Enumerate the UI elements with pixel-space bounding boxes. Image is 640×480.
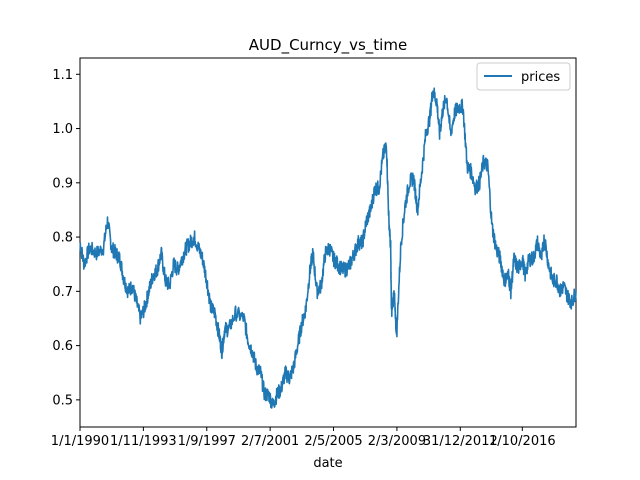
y-tick-label: 0.7 [52, 285, 73, 300]
x-tick-label: 2/5/2005 [304, 434, 362, 449]
x-tick-label: 2/3/2009 [368, 434, 426, 449]
y-tick-label: 0.8 [52, 231, 73, 246]
y-tick-label: 1.0 [52, 122, 73, 137]
x-tick-label: 31/12/2012 [423, 434, 498, 449]
x-tick-label: 1/11/1993 [110, 434, 177, 449]
y-tick-label: 0.5 [52, 393, 73, 408]
chart-title: AUD_Curncy_vs_time [249, 36, 407, 55]
legend-label-prices: prices [521, 70, 560, 85]
x-axis-label: date [313, 456, 342, 471]
prices-series-line [79, 87, 577, 409]
x-tick-label: 1/10/2016 [489, 434, 556, 449]
legend-box [476, 62, 571, 91]
plot-area-frame [79, 57, 577, 428]
x-axis: 1/1/1990 1/11/1993 1/9/1997 2/7/2001 2/5/200… [51, 427, 556, 449]
x-tick-label: 1/1/1990 [51, 434, 109, 449]
legend: prices [476, 62, 571, 91]
y-tick-label: 0.6 [52, 339, 73, 354]
y-tick-label: 0.9 [52, 176, 73, 191]
y-axis: 0.5 0.6 0.7 0.8 0.9 1.0 1.1 [52, 68, 80, 408]
x-tick-label: 2/7/2001 [241, 434, 299, 449]
y-tick-label: 1.1 [52, 68, 73, 83]
x-tick-label: 1/9/1997 [178, 434, 236, 449]
